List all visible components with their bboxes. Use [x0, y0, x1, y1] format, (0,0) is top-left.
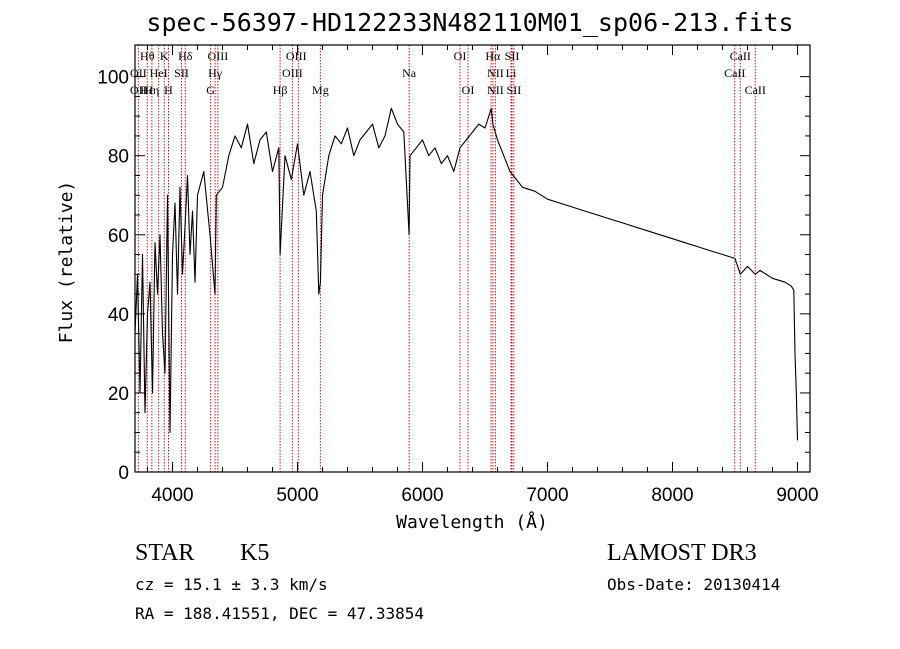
y-tick-label: 0: [118, 463, 129, 484]
line-label: OII: [130, 66, 147, 80]
line-label: Na: [402, 66, 417, 80]
object-class: STAR: [135, 540, 194, 566]
x-tick-label: 4000: [151, 485, 193, 506]
line-label: Hγ: [208, 66, 223, 80]
y-axis: 0 20 40 60 80 100: [97, 68, 810, 484]
x-tick-label: 8000: [651, 485, 693, 506]
spectrum-line: [134, 107, 799, 441]
line-label: OII: [130, 83, 147, 97]
line-label: H: [164, 83, 173, 97]
survey-name: LAMOST DR3: [607, 540, 757, 566]
line-label: OI: [462, 83, 475, 97]
line-label: Li: [506, 66, 517, 80]
line-label: SII: [174, 66, 189, 80]
x-tick-label: 7000: [526, 485, 568, 506]
line-label: Hβ: [273, 83, 288, 97]
redshift-value: cz = 15.1 ± 3.3 km/s: [135, 575, 328, 594]
line-label: OI: [454, 49, 467, 63]
line-label: OIII: [208, 49, 229, 63]
line-label: K: [160, 49, 169, 63]
line-label: OIII: [282, 66, 303, 80]
chart-title: spec-56397-HD122233N482110M01_sp06-213.f…: [146, 8, 793, 37]
x-axis-label: Wavelength (Å): [396, 511, 548, 533]
line-label: CaII: [724, 66, 745, 80]
line-label: CaII: [745, 83, 766, 97]
y-tick-label: 80: [108, 147, 129, 168]
x-tick-label: 5000: [276, 485, 318, 506]
spectral-line-markers: [137, 45, 756, 472]
line-label: Hα: [485, 49, 501, 63]
line-label: CaII: [730, 49, 751, 63]
y-axis-label: Flux (relative): [56, 181, 77, 344]
plot-frame: [134, 44, 811, 473]
x-tick-label: 6000: [401, 485, 443, 506]
line-label: SII: [507, 83, 522, 97]
line-label: NII: [487, 66, 504, 80]
y-tick-label: 20: [108, 384, 129, 405]
line-label: HeI: [150, 66, 168, 80]
y-tick-label: 60: [108, 226, 129, 247]
line-label: Mg: [312, 83, 329, 97]
line-label: SII: [505, 49, 520, 63]
sky-coordinates: RA = 188.41551, DEC = 47.33854: [135, 604, 424, 623]
object-subclass: K5: [240, 540, 269, 566]
line-label: Hη: [144, 83, 159, 97]
x-tick-label: 9000: [776, 485, 818, 506]
y-tick-label: 100: [97, 68, 129, 89]
x-axis: 4000 5000 6000 7000 8000 9000: [147, 45, 819, 506]
line-label: NII: [487, 83, 504, 97]
line-label: G: [206, 83, 215, 97]
line-label: Hδ: [178, 49, 193, 63]
observation-date: Obs-Date: 20130414: [607, 575, 780, 594]
y-tick-label: 40: [108, 305, 129, 326]
line-label: Hε: [140, 83, 154, 97]
line-label: Hθ: [140, 49, 155, 63]
line-label: OIII: [286, 49, 307, 63]
